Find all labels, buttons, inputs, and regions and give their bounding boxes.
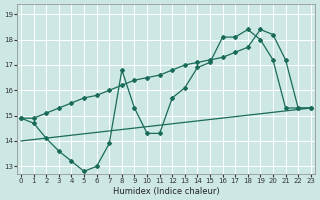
X-axis label: Humidex (Indice chaleur): Humidex (Indice chaleur)	[113, 187, 219, 196]
